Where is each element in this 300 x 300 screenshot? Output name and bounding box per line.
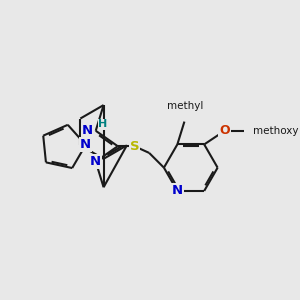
Text: N: N bbox=[82, 124, 93, 136]
Text: S: S bbox=[130, 140, 139, 153]
Text: O: O bbox=[219, 124, 230, 137]
Text: methoxy: methoxy bbox=[253, 126, 298, 136]
Text: N: N bbox=[172, 184, 183, 197]
Text: H: H bbox=[98, 119, 107, 129]
Text: methyl: methyl bbox=[167, 101, 203, 111]
Text: N: N bbox=[90, 155, 101, 168]
Text: N: N bbox=[80, 138, 91, 151]
